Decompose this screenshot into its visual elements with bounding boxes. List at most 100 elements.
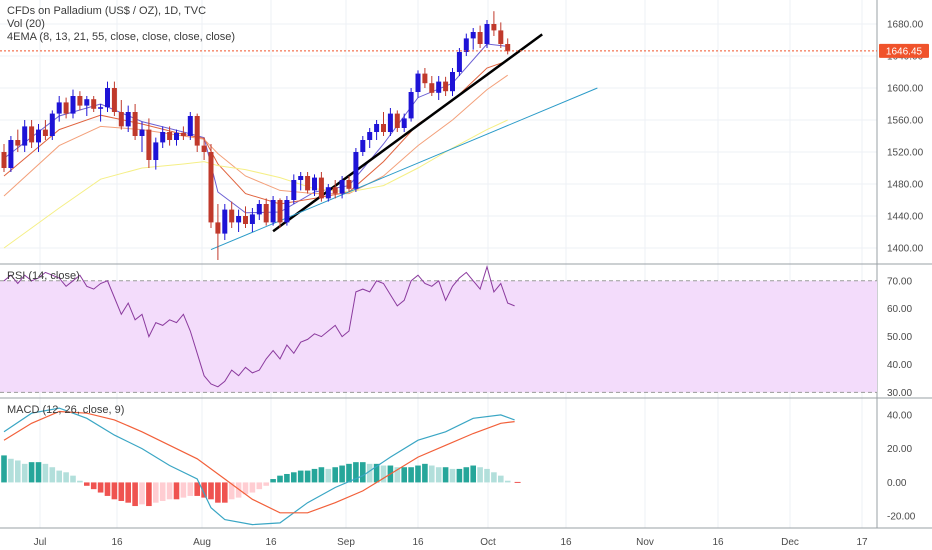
macd-tick-label: 20.00: [887, 444, 912, 455]
candle-body: [194, 116, 200, 146]
macd-histogram-bar: [422, 463, 428, 483]
macd-histogram-bar: [435, 467, 442, 483]
macd-histogram-bar: [159, 482, 166, 501]
macd-histogram-bar: [442, 467, 449, 483]
macd-histogram-bar: [118, 482, 125, 501]
macd-histogram-bar: [173, 482, 180, 500]
time-tick-label: 16: [560, 537, 572, 548]
candle-body: [167, 132, 173, 140]
candle-body: [187, 116, 193, 136]
price-tick-label: 1560.00: [887, 116, 924, 127]
candle-body: [63, 102, 69, 114]
grid: [0, 0, 932, 529]
macd-histogram-bar: [491, 472, 497, 483]
trendlines[interactable]: [210, 33, 598, 251]
candle-body: [374, 124, 380, 132]
candle-body: [139, 129, 145, 136]
time-tick-label: 17: [856, 537, 868, 548]
candles[interactable]: [1, 11, 511, 260]
candle-body: [353, 152, 359, 189]
price-tick-label: 1440.00: [887, 212, 924, 223]
candle-body: [332, 187, 338, 194]
time-tick-label: Oct: [480, 537, 496, 548]
time-tick-label: Sep: [337, 537, 355, 548]
rsi-tick-label: 70.00: [887, 276, 912, 287]
candle-body: [70, 96, 76, 114]
candle-body: [153, 142, 159, 160]
candle-body: [381, 124, 386, 132]
macd-histogram-bar: [477, 467, 483, 483]
macd-histogram-bar: [353, 462, 359, 483]
signal-line: [3, 410, 515, 514]
candle-body: [470, 32, 476, 39]
time-tick-label: Jul: [34, 537, 47, 548]
candle-body: [325, 187, 331, 199]
candle-body: [49, 113, 55, 136]
candle-body: [394, 113, 400, 128]
candle-body: [415, 73, 421, 92]
candle-body: [111, 88, 117, 112]
macd-histogram-bar: [311, 468, 318, 483]
macd-histogram-bar: [180, 482, 187, 498]
candle-body: [56, 102, 62, 114]
macd-histogram-bar: [366, 463, 373, 483]
macd-histogram-bar: [249, 482, 256, 493]
macd-histogram-bar: [401, 467, 407, 483]
macd-lines: [3, 407, 515, 526]
candle-body: [91, 99, 97, 109]
macd-histogram-bar: [97, 482, 104, 493]
rsi-tick-label: 30.00: [887, 388, 912, 399]
candle-body: [408, 92, 414, 119]
rsi-polyline: [3, 265, 515, 388]
candle-body: [284, 200, 290, 223]
trendline-blue: [210, 87, 598, 251]
macd-histogram-bar: [256, 482, 263, 490]
macd-histogram-bar: [194, 482, 200, 496]
macd-histogram-bar: [139, 482, 145, 505]
candle-body: [360, 140, 366, 152]
candle-body: [367, 132, 373, 140]
macd-histogram-bar: [187, 482, 194, 496]
candle-body: [339, 180, 345, 194]
macd-histogram-bar: [339, 465, 345, 483]
macd-histogram-bar: [373, 463, 380, 483]
candle-body: [498, 30, 504, 44]
time-tick-label: Dec: [781, 537, 799, 548]
macd-histogram-bar: [77, 480, 83, 483]
candle-body: [401, 118, 407, 128]
candle-body: [132, 112, 138, 136]
candle-body: [146, 129, 152, 160]
macd-line: [3, 407, 515, 526]
candle-body: [450, 72, 455, 92]
time-tick-label: 16: [111, 537, 123, 548]
macd-histogram-bar: [456, 468, 463, 483]
candle-body: [105, 88, 110, 108]
macd-histogram-bar: [35, 462, 42, 483]
candle-body: [256, 204, 262, 215]
candle-body: [484, 24, 490, 44]
macd-histogram-bar: [84, 482, 90, 486]
rsi-legend[interactable]: RSI (14, close): [7, 270, 80, 282]
candle-body: [1, 152, 7, 168]
ema55-line: [3, 119, 508, 249]
candle-body: [346, 180, 352, 189]
macd-histogram-bar: [49, 467, 56, 483]
macd-histogram-bar: [270, 479, 276, 483]
macd-legend[interactable]: MACD (12, 26, close, 9): [7, 404, 125, 416]
macd-histogram-bar: [42, 463, 49, 483]
macd-histogram-bar: [242, 482, 249, 495]
macd-histogram-bar: [166, 482, 173, 500]
macd-tick-label: -20.00: [887, 512, 916, 523]
macd-histogram-bar: [449, 468, 456, 483]
macd-histogram-bar: [15, 460, 21, 483]
candle-body: [463, 38, 469, 52]
ema-legend[interactable]: 4EMA (8, 13, 21, 55, close, close, close…: [7, 31, 236, 43]
volume-legend[interactable]: Vol (20): [7, 18, 45, 30]
rsi-band: [0, 280, 877, 393]
candle-body: [222, 209, 228, 234]
candle-body: [263, 204, 269, 223]
macd-histogram-bar: [415, 465, 421, 483]
macd-histogram-bar: [28, 462, 35, 483]
time-tick-label: 16: [412, 537, 424, 548]
